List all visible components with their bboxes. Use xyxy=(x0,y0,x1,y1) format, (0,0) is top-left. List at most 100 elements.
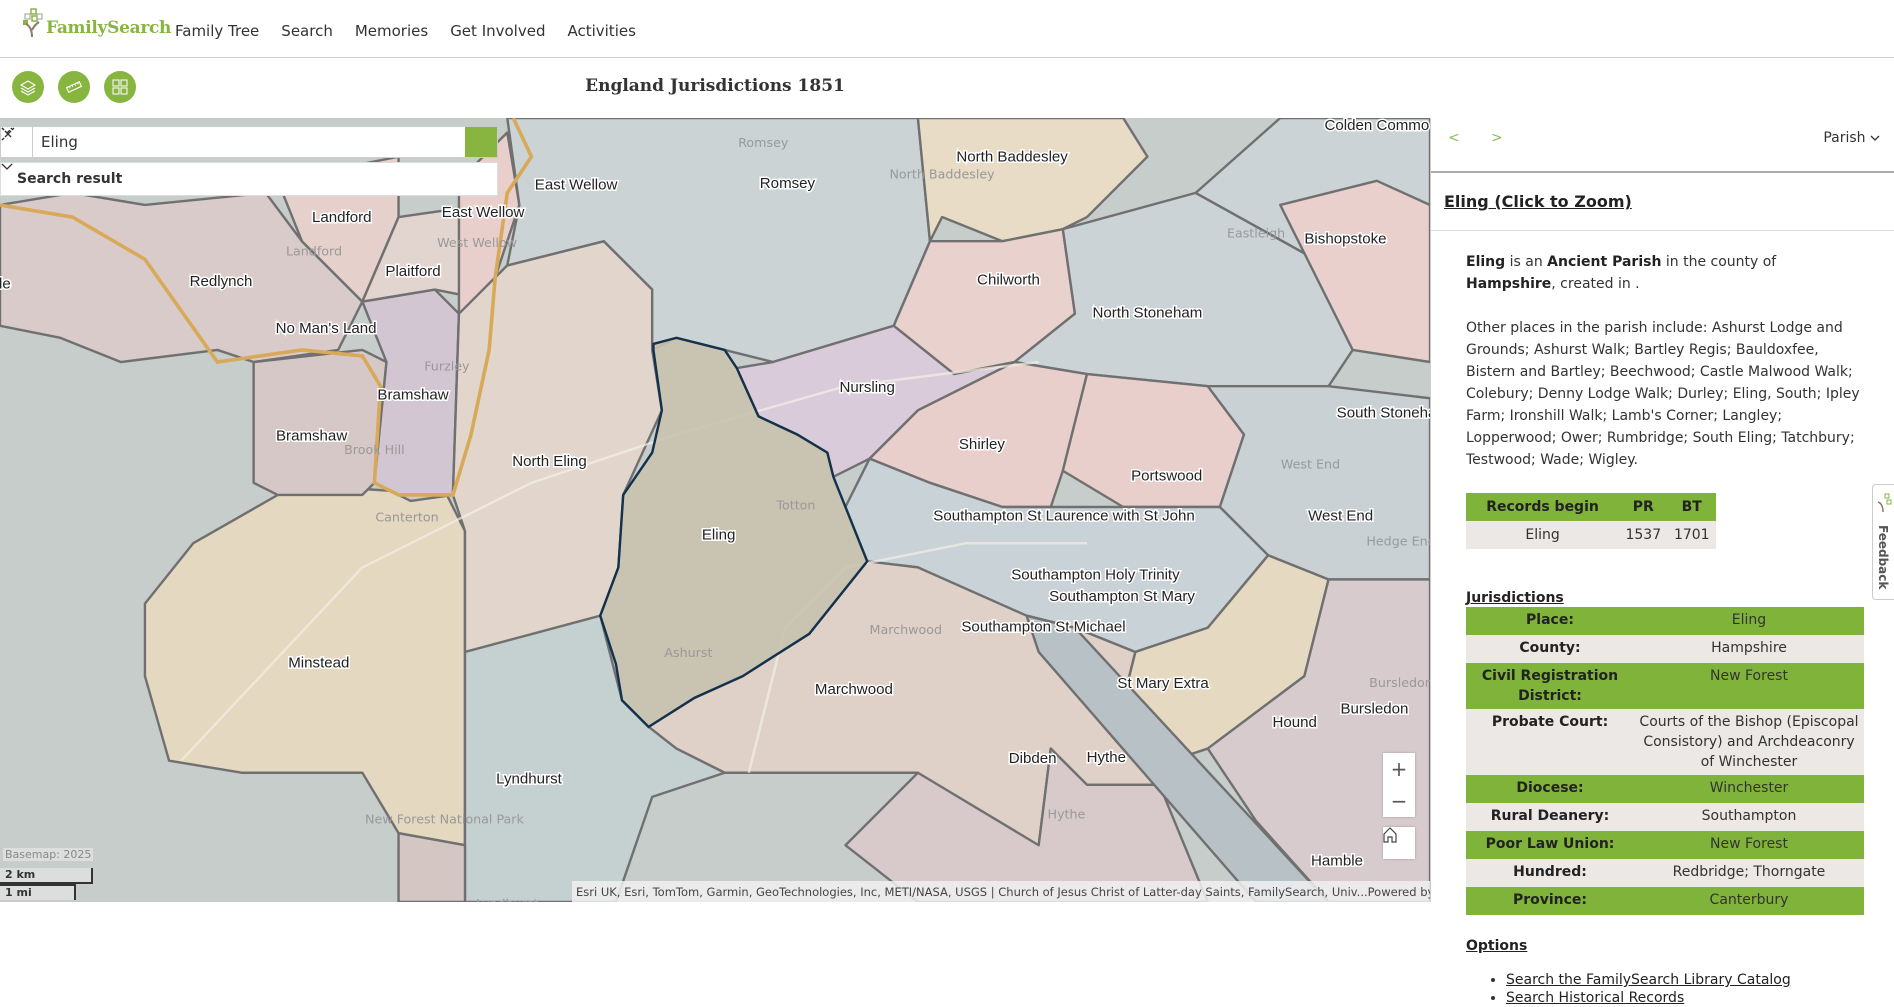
selected-parish-eling[interactable] xyxy=(598,336,869,729)
jurisdiction-value: Eling xyxy=(1634,607,1864,635)
tree-logo-icon xyxy=(23,8,43,38)
jurisdiction-value: New Forest xyxy=(1634,831,1864,859)
page-title: England Jurisdictions 1851 xyxy=(585,76,845,96)
basemap-label: Romsey xyxy=(738,135,789,150)
panel-body: Eling is an Ancient Parish in the county… xyxy=(1431,231,1864,1007)
nav-search[interactable]: Search xyxy=(281,22,333,40)
parish-label: Southampton St Michael xyxy=(961,618,1125,635)
basemap-label: Furzley xyxy=(424,358,470,373)
measure-button[interactable] xyxy=(58,71,90,103)
parish-label: Plaitford xyxy=(385,263,440,280)
zoom-in-button[interactable]: + xyxy=(1390,757,1408,781)
home-button[interactable] xyxy=(1383,827,1415,859)
parish-label: West End xyxy=(1308,507,1373,524)
parish-label: Portswood xyxy=(1131,467,1202,484)
search-library-catalog-link[interactable]: Search the FamilySearch Library Catalog xyxy=(1506,972,1791,988)
nav-memories[interactable]: Memories xyxy=(354,22,429,40)
jurisdiction-value: Southampton xyxy=(1634,803,1864,831)
intro-text: is an xyxy=(1505,254,1548,270)
parish-label: Lyndhurst xyxy=(496,771,562,788)
region-bramshaw-west[interactable] xyxy=(252,348,388,497)
next-button[interactable]: > xyxy=(1491,130,1503,146)
search-widget xyxy=(0,126,498,158)
records-cell: 1537 xyxy=(1619,521,1668,549)
attribution-bar[interactable]: Esri UK, Esri, TomTom, Garmin, GeoTechno… xyxy=(572,881,1430,902)
intro-text: , created in . xyxy=(1551,276,1640,292)
region-bishopstoke[interactable] xyxy=(1279,179,1430,364)
parish-label: North Stoneham xyxy=(1092,304,1202,321)
powered-by-esri[interactable]: Powered by Esri xyxy=(1367,884,1430,899)
parish-label: le xyxy=(0,275,11,292)
basemap-label: Bursledon xyxy=(1369,675,1430,690)
parish-label: Southampton St Mary xyxy=(1049,588,1195,605)
jurisdictions-heading: Jurisdictions xyxy=(1466,590,1564,606)
clear-search-button[interactable] xyxy=(1,127,465,157)
jurisdiction-row: Rural Deanery: Southampton xyxy=(1466,803,1864,831)
top-header: FamilySearch Family Tree Search Memories… xyxy=(0,0,1894,58)
options-heading: Options xyxy=(1466,938,1528,954)
search-input[interactable] xyxy=(33,127,433,157)
familysearch-logo[interactable]: FamilySearch xyxy=(22,8,171,38)
parish-labels: Colden Commo North Baddesley Romsey East We… xyxy=(0,118,1430,871)
region-southampton-water[interactable] xyxy=(1025,614,1330,902)
jurisdiction-row: Poor Law Union: New Forest xyxy=(1466,831,1864,859)
nav-get-involved[interactable]: Get Involved xyxy=(450,22,546,40)
scale-km: 2 km xyxy=(0,868,93,884)
parish-label: East Wellow xyxy=(535,176,618,193)
jurisdiction-row: County: Hampshire xyxy=(1466,635,1864,663)
region-redlynch[interactable] xyxy=(0,191,364,364)
basemap-label: Totton xyxy=(775,497,815,512)
basemap-label: West End xyxy=(1281,456,1340,471)
prev-button[interactable]: < xyxy=(1448,130,1460,146)
region-bramshaw[interactable] xyxy=(361,288,461,503)
feedback-tab[interactable]: Feedback xyxy=(1872,484,1894,600)
jurisdiction-row: Hundred: Redbridge; Thorngate xyxy=(1466,859,1864,887)
jurisdiction-key: Rural Deanery: xyxy=(1466,803,1634,831)
parish-label: St Mary Extra xyxy=(1117,675,1209,692)
option-item: Search Historical Records xyxy=(1506,989,1861,1007)
search-button[interactable] xyxy=(2,127,497,157)
level-dropdown[interactable]: Parish xyxy=(1823,130,1880,146)
map-canvas[interactable]: Romsey North Baddesley Landford West Wellow… xyxy=(0,118,1430,902)
basemap-label: Brook Hill xyxy=(344,442,405,457)
jurisdiction-row: Place: Eling xyxy=(1466,607,1864,635)
jurisdiction-key: Probate Court: xyxy=(1466,709,1634,775)
place-title-link[interactable]: Eling (Click to Zoom) xyxy=(1431,173,1894,231)
other-places: Other places in the parish include: Ashu… xyxy=(1466,320,1860,468)
layers-icon xyxy=(19,80,37,96)
place-intro: Eling is an Ancient Parish in the county… xyxy=(1466,251,1861,295)
nav-activities[interactable]: Activities xyxy=(567,22,636,40)
parish-label: Bishopstoke xyxy=(1304,231,1386,248)
layers-button[interactable] xyxy=(12,71,44,103)
parish-label: Bramshaw xyxy=(276,428,347,445)
zoom-out-button[interactable]: − xyxy=(1390,789,1408,813)
basemap-label: Eastleigh xyxy=(1227,226,1285,241)
main-nav: Family Tree Search Memories Get Involved… xyxy=(175,22,636,40)
jurisdiction-key: Poor Law Union: xyxy=(1466,831,1634,859)
basemap-gallery-button[interactable] xyxy=(104,71,136,103)
basemap-year: Basemap: 2025 xyxy=(3,848,94,861)
jurisdiction-key: Place: xyxy=(1466,607,1634,635)
jurisdiction-key: County: xyxy=(1466,635,1634,663)
jurisdiction-key: Province: xyxy=(1466,887,1634,915)
jurisdiction-key: Diocese: xyxy=(1466,775,1634,803)
scale-bar: 2 km 1 mi xyxy=(0,868,93,900)
jurisdiction-value: New Forest xyxy=(1634,663,1864,709)
search-historical-records-link[interactable]: Search Historical Records xyxy=(1506,990,1685,1006)
records-cell: Eling xyxy=(1466,521,1620,549)
chevron-down-icon xyxy=(1,163,13,170)
jurisdiction-row: Province: Canterbury xyxy=(1466,887,1864,915)
new-forest-boundary xyxy=(0,118,534,497)
region-new-forest-south[interactable] xyxy=(397,831,467,902)
search-result-dropdown[interactable]: Search result xyxy=(0,162,498,196)
scale-mi: 1 mi xyxy=(0,884,76,900)
basemap-label: Landford xyxy=(286,244,342,259)
panel-nav: < > Parish xyxy=(1431,118,1894,173)
parish-label: Hound xyxy=(1273,714,1317,731)
nav-family-tree[interactable]: Family Tree xyxy=(175,22,260,40)
parish-label: Shirley xyxy=(959,436,1006,453)
jurisdiction-row: Probate Court: Courts of the Bishop (Epis… xyxy=(1466,709,1864,775)
region-hound[interactable] xyxy=(1206,578,1430,902)
map-view[interactable]: Romsey North Baddesley Landford West Wellow… xyxy=(0,118,1430,902)
parish-label: No Man's Land xyxy=(276,320,377,337)
